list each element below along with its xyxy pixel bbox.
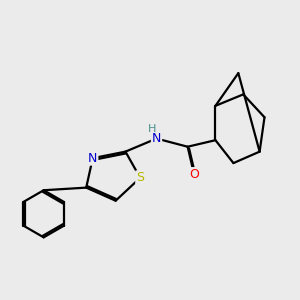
Text: N: N	[88, 152, 98, 165]
Text: S: S	[136, 171, 144, 184]
Text: O: O	[189, 168, 199, 181]
Text: N: N	[152, 132, 161, 145]
Text: H: H	[148, 124, 157, 134]
